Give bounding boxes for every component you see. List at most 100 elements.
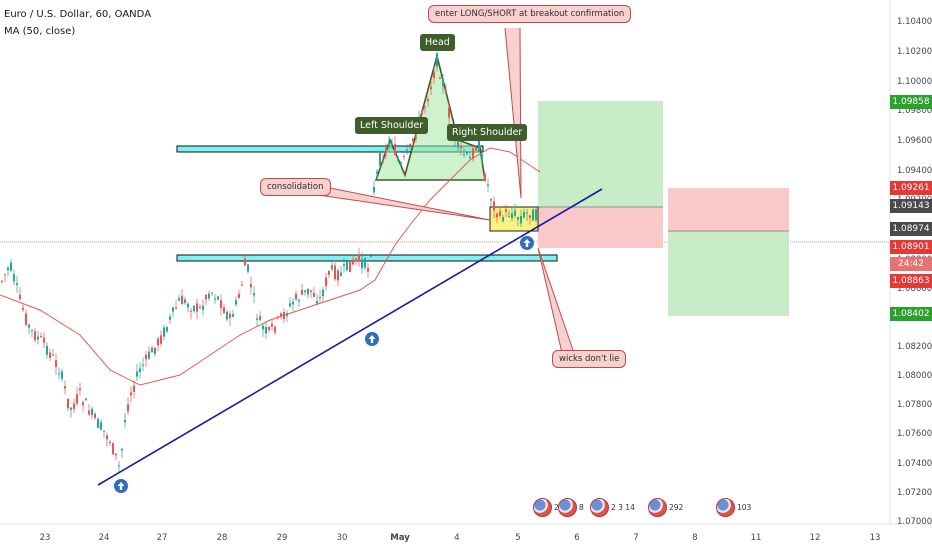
time-tick: 4	[454, 533, 460, 543]
right-shoulder-label[interactable]: Right Shoulder	[447, 124, 528, 141]
candle-body	[448, 107, 450, 118]
candle-body	[499, 211, 501, 216]
candle-body	[37, 336, 39, 340]
price-label: 1.08901	[890, 240, 932, 254]
wicks-note[interactable]: wicks don't lie	[552, 350, 627, 368]
head-label[interactable]: Head	[420, 34, 455, 51]
price-tick: 1.09600	[897, 136, 932, 146]
economic-event-2[interactable]: 8	[558, 498, 584, 517]
candle-body	[466, 151, 468, 155]
ascending-trendline[interactable]	[97, 188, 603, 486]
candle-body	[481, 154, 483, 159]
candle-body	[154, 347, 156, 354]
candle-body	[379, 153, 381, 167]
candle-body	[61, 371, 63, 379]
price-label: 1.08402	[890, 307, 932, 321]
candle-body	[109, 441, 111, 444]
candle-body	[145, 354, 147, 360]
candle-body	[421, 110, 423, 114]
candle-body	[457, 138, 459, 148]
candle-body	[46, 345, 48, 355]
price-tick: 1.07400	[897, 459, 932, 469]
entry-note[interactable]: enter LONG/SHORT at breakout confirmatio…	[428, 5, 632, 23]
candle-body	[520, 216, 522, 224]
candle-body	[298, 300, 300, 302]
candle-body	[103, 430, 105, 432]
candle-body	[493, 201, 495, 211]
candle-body	[97, 418, 99, 429]
price-tick: 1.08000	[897, 371, 932, 381]
candle-body	[142, 364, 144, 366]
candle-body	[436, 53, 438, 67]
candle-body	[388, 142, 390, 146]
candle-body	[94, 413, 96, 418]
candle-body	[13, 274, 15, 282]
candle-body	[355, 258, 357, 262]
candle-body	[214, 298, 216, 300]
candle-body	[79, 388, 81, 391]
candle-body	[310, 290, 312, 292]
candle-body	[52, 354, 54, 356]
indicator-label[interactable]: MA (50, close)	[4, 26, 76, 37]
candle-body	[49, 352, 51, 359]
candle-body	[31, 329, 33, 331]
candle-body	[349, 262, 351, 272]
candle-body	[322, 289, 324, 297]
candle-body	[121, 448, 123, 451]
candle-body	[100, 422, 102, 430]
candle-body	[199, 306, 201, 308]
candle-body	[502, 217, 504, 222]
candle-body	[343, 264, 345, 266]
candle-body	[391, 143, 393, 145]
candle-body	[175, 307, 177, 309]
moving-average-line	[0, 147, 541, 386]
time-tick: 23	[39, 533, 51, 543]
candle-body	[256, 318, 258, 320]
candle-body	[253, 293, 255, 296]
candle-body	[484, 174, 486, 181]
candle-body	[490, 199, 492, 201]
candle-body	[412, 138, 414, 142]
neckline-top-box[interactable]	[176, 145, 484, 153]
candle-body	[166, 326, 168, 332]
candle-body	[529, 215, 531, 219]
candle-body	[148, 351, 150, 359]
candle-body	[157, 338, 159, 346]
candle-body	[190, 310, 192, 312]
candle-body	[85, 398, 87, 401]
symbol-title[interactable]: Euro / U.S. Dollar, 60, OANDA	[4, 9, 152, 20]
left-shoulder-label[interactable]: Left Shoulder	[355, 117, 429, 134]
candle-body	[394, 144, 396, 155]
candle-body	[292, 301, 294, 305]
candle-body	[202, 305, 204, 310]
candle-body	[415, 136, 417, 139]
candle-body	[304, 290, 306, 292]
candle-body	[358, 253, 360, 262]
economic-event-4[interactable]: 292	[648, 498, 683, 517]
candle-body	[187, 303, 189, 308]
economic-event-3[interactable]: 2 3 14	[590, 498, 635, 517]
consolidation-pointer	[317, 185, 491, 221]
candle-body	[280, 313, 282, 317]
us-flag-icon	[716, 498, 735, 517]
candle-body	[19, 294, 21, 300]
candle-body	[361, 259, 363, 269]
candle-body	[397, 160, 399, 162]
eu-flag-icon	[648, 498, 667, 517]
candle-body	[58, 373, 60, 375]
candle-body	[274, 326, 276, 333]
candle-body	[106, 435, 108, 440]
eu-flag-icon	[533, 498, 552, 517]
eu-flag-icon	[590, 498, 609, 517]
candle-body	[124, 419, 126, 423]
consolidation-note[interactable]: consolidation	[260, 178, 331, 196]
support-box[interactable]	[176, 254, 558, 262]
economic-event-5[interactable]: 103	[716, 498, 751, 517]
candle-body	[385, 147, 387, 153]
candle-body	[265, 327, 267, 334]
candle-body	[235, 300, 237, 305]
candle-body	[382, 159, 384, 162]
candle-body	[64, 386, 66, 389]
price-tick: 1.07200	[897, 488, 932, 498]
